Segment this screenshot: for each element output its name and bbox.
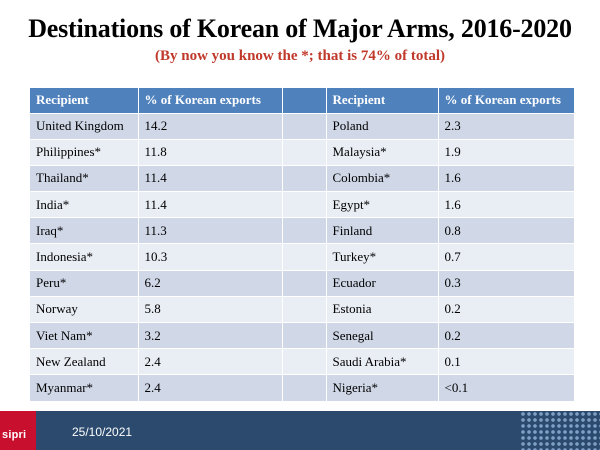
header-pct-left: % of Korean exports — [138, 88, 283, 113]
pct-cell: 14.2 — [138, 112, 283, 140]
recipient-cell: United Kingdom — [30, 112, 139, 140]
pct-cell: 0.8 — [438, 217, 575, 244]
pct-cell: 11.4 — [138, 191, 283, 218]
recipient-cell: Myanmar* — [30, 374, 139, 402]
pct-cell: 5.8 — [138, 295, 283, 323]
table-row: United Kingdom 14.2 Poland 2.3 — [30, 112, 575, 140]
header-pct-right: % of Korean exports — [438, 88, 575, 113]
spacer-cell — [282, 164, 327, 192]
table-row: Iraq* 11.3 Finland 0.8 — [30, 217, 575, 244]
sipri-logo-text: sipri — [2, 429, 27, 441]
spacer-cell — [282, 348, 327, 375]
pct-cell: 2.4 — [138, 348, 283, 375]
recipient-cell: Saudi Arabia* — [326, 348, 439, 375]
spacer-cell — [282, 217, 327, 244]
recipient-cell: Nigeria* — [326, 374, 439, 402]
recipient-cell: Peru* — [30, 269, 139, 297]
table-header-row: Recipient % of Korean exports Recipient … — [30, 88, 575, 113]
spacer-cell — [282, 191, 327, 218]
pct-cell: 1.9 — [438, 138, 575, 166]
spacer-cell — [282, 269, 327, 297]
slide-title: Destinations of Korean of Major Arms, 20… — [28, 14, 572, 43]
recipient-cell: Indonesia* — [30, 243, 139, 271]
recipient-cell: Senegal — [326, 321, 439, 349]
table-row: Indonesia* 10.3 Turkey* 0.7 — [30, 243, 575, 271]
footer-dot-pattern — [520, 411, 600, 450]
footer-bar — [0, 411, 600, 450]
spacer-cell — [282, 243, 327, 271]
recipient-cell: New Zealand — [30, 348, 139, 375]
spacer-cell — [282, 374, 327, 402]
pct-cell: 0.1 — [438, 348, 575, 375]
recipient-cell: Estonia — [326, 295, 439, 323]
table-row: India* 11.4 Egypt* 1.6 — [30, 191, 575, 218]
recipient-cell: Malaysia* — [326, 138, 439, 166]
footer-date: 25/10/2021 — [72, 425, 133, 439]
pct-cell: <0.1 — [438, 374, 575, 402]
pct-cell: 0.2 — [438, 321, 575, 349]
pct-cell: 2.4 — [138, 374, 283, 402]
table-row: Philippines* 11.8 Malaysia* 1.9 — [30, 138, 575, 166]
recipient-cell: Ecuador — [326, 269, 439, 297]
recipient-cell: Colombia* — [326, 164, 439, 192]
pct-cell: 11.8 — [138, 138, 283, 166]
recipient-cell: Norway — [30, 295, 139, 323]
spacer-cell — [282, 321, 327, 349]
header-spacer — [282, 88, 327, 113]
pct-cell: 1.6 — [438, 164, 575, 192]
recipient-cell: India* — [30, 191, 139, 218]
recipient-cell: Egypt* — [326, 191, 439, 218]
pct-cell: 3.2 — [138, 321, 283, 349]
spacer-cell — [282, 138, 327, 166]
table-row: Peru* 6.2 Ecuador 0.3 — [30, 269, 575, 297]
spacer-cell — [282, 112, 327, 140]
pct-cell: 0.7 — [438, 243, 575, 271]
table-row: Norway 5.8 Estonia 0.2 — [30, 295, 575, 323]
recipient-cell: Viet Nam* — [30, 321, 139, 349]
table-row: Myanmar* 2.4 Nigeria* <0.1 — [30, 374, 575, 402]
recipient-cell: Poland — [326, 112, 439, 140]
table-row: New Zealand 2.4 Saudi Arabia* 0.1 — [30, 348, 575, 375]
table-row: Thailand* 11.4 Colombia* 1.6 — [30, 164, 575, 192]
header-recipient-right: Recipient — [326, 88, 439, 113]
spacer-cell — [282, 295, 327, 323]
pct-cell: 11.4 — [138, 164, 283, 192]
pct-cell: 0.2 — [438, 295, 575, 323]
recipient-cell: Finland — [326, 217, 439, 244]
pct-cell: 2.3 — [438, 112, 575, 140]
recipient-cell: Thailand* — [30, 164, 139, 192]
pct-cell: 10.3 — [138, 243, 283, 271]
pct-cell: 11.3 — [138, 217, 283, 244]
recipient-cell: Turkey* — [326, 243, 439, 271]
sipri-logo: sipri — [0, 411, 36, 450]
pct-cell: 0.3 — [438, 269, 575, 297]
header-recipient-left: Recipient — [30, 88, 139, 113]
pct-cell: 6.2 — [138, 269, 283, 297]
table-row: Viet Nam* 3.2 Senegal 0.2 — [30, 321, 575, 349]
recipient-cell: Iraq* — [30, 217, 139, 244]
recipient-cell: Philippines* — [30, 138, 139, 166]
pct-cell: 1.6 — [438, 191, 575, 218]
slide-subtitle: (By now you know the *; that is 74% of t… — [154, 48, 445, 64]
exports-table: Recipient % of Korean exports Recipient … — [30, 88, 575, 402]
table-body: United Kingdom 14.2 Poland 2.3 Philippines* 1… — [30, 112, 575, 402]
